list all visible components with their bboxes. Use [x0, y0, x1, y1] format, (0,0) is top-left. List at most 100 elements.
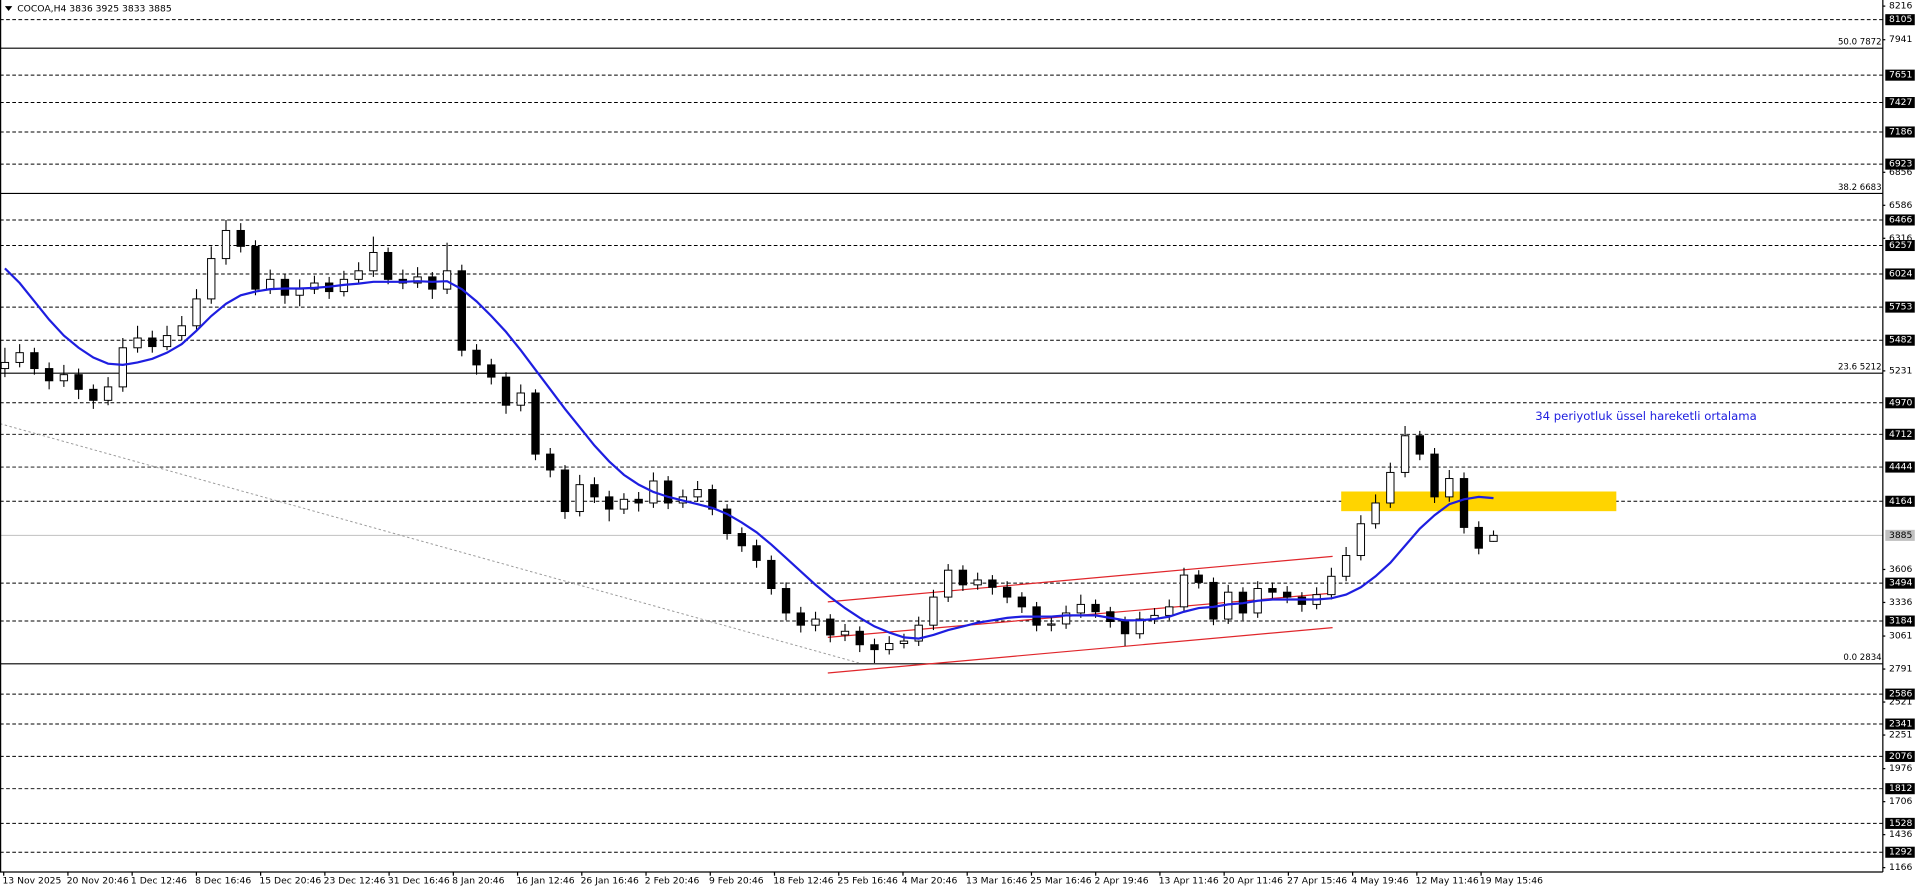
candle-body [1194, 574, 1203, 583]
x-tick-label: 20 Nov 20:46 [67, 876, 129, 887]
y-tick-label: 2251 [1889, 730, 1912, 741]
x-tick-label: 13 Nov 2025 [2, 876, 61, 887]
candle-body [855, 630, 864, 646]
candle-body [663, 480, 673, 504]
level-label-box [1885, 495, 1915, 507]
y-tick-label: 2521 [1889, 697, 1912, 708]
candle-body [89, 388, 98, 401]
candle-body [295, 288, 304, 296]
candle-body [1371, 502, 1380, 525]
level-label-box [1885, 718, 1915, 730]
y-tick-label: 6316 [1889, 233, 1913, 244]
level-label: 6024 [1889, 268, 1913, 279]
candle-body [1091, 603, 1100, 613]
level-label: 5753 [1889, 302, 1913, 313]
candle-body [619, 498, 629, 510]
x-tick-label: 13 Apr 11:46 [1159, 876, 1219, 887]
candle-body [207, 258, 216, 300]
candle-body [1341, 555, 1351, 577]
candle-body [767, 559, 776, 590]
x-tick-label: 2 Feb 20:46 [645, 876, 700, 887]
candle-body [30, 352, 39, 370]
candle-body [914, 624, 923, 642]
level-label-box [1885, 14, 1915, 26]
candle-body [103, 386, 113, 401]
level-label-box [1885, 817, 1915, 829]
candle-body [870, 644, 879, 651]
level-label: 4444 [1889, 462, 1913, 473]
candle-body [133, 337, 142, 349]
level-label: 1292 [1889, 847, 1912, 858]
level-label: 1812 [1889, 783, 1912, 794]
candle-body [1017, 596, 1027, 608]
candle-body [885, 643, 894, 651]
candle-body [737, 533, 747, 547]
candle-body [487, 364, 496, 378]
candle-body [1120, 621, 1130, 635]
x-tick-label: 4 Mar 20:46 [902, 876, 958, 887]
x-tick-label: 2 Apr 19:46 [1094, 876, 1148, 887]
level-label: 4970 [1889, 397, 1913, 408]
x-tick-label: 13 Mar 16:46 [966, 876, 1028, 887]
y-tick-label: 7941 [1889, 34, 1912, 45]
y-tick-label: 2791 [1889, 664, 1912, 675]
level-label-box [1885, 268, 1915, 280]
level-label-box [1885, 750, 1915, 762]
x-tick-label: 1 Dec 12:46 [131, 876, 187, 887]
candle-body [162, 335, 172, 348]
level-label-box [1885, 158, 1915, 170]
level-label-box [1885, 126, 1915, 138]
level-label-box [1885, 461, 1915, 473]
x-tick-label: 25 Mar 16:46 [1030, 876, 1092, 887]
fib-label: 0.0 2834 [1843, 653, 1881, 663]
candle-body [118, 347, 127, 388]
candle-body [192, 298, 201, 327]
y-tick-label: 6586 [1889, 200, 1913, 211]
level-label: 3184 [1889, 616, 1913, 627]
x-tick-label: 18 Feb 12:46 [773, 876, 834, 887]
level-label-box [1885, 397, 1915, 409]
title-arrow [4, 6, 13, 12]
candle-body [1474, 526, 1483, 549]
level-label: 1528 [1889, 818, 1913, 829]
candle-body [369, 251, 378, 272]
candle-body [1386, 471, 1395, 504]
candle-body [354, 270, 363, 280]
y-tick-label: 3606 [1889, 564, 1913, 575]
candle-body [693, 489, 702, 498]
candle-body [958, 569, 968, 586]
level-label: 3494 [1889, 578, 1913, 589]
candle-body [1268, 588, 1277, 593]
x-tick-label: 31 Dec 16:46 [388, 876, 450, 887]
level-label-box [1885, 69, 1915, 81]
level-label-box [1885, 783, 1915, 795]
candle-body [605, 496, 614, 510]
back-layer [0, 19, 1883, 853]
candle-body [1459, 478, 1469, 528]
x-tick-label: 16 Jan 12:46 [516, 876, 574, 887]
candle-body [1165, 606, 1174, 616]
candle-body [1445, 478, 1454, 498]
candle-body [708, 489, 717, 510]
level-label-box [1885, 239, 1915, 252]
level-label-box [1885, 214, 1915, 226]
level-label-box [1885, 428, 1915, 440]
candle-body [266, 278, 275, 290]
candle-body [59, 374, 69, 382]
level-label-box [1885, 688, 1915, 700]
level-label-box [1885, 334, 1915, 346]
candle-body [428, 276, 437, 290]
fib-label: 23.6 5212 [1838, 363, 1882, 373]
candle-body [383, 251, 393, 280]
mid-layer [0, 219, 1498, 674]
candle-body [752, 545, 761, 561]
chart-title: COCOA,H4 3836 3925 3833 3885 [17, 4, 172, 15]
candle-body [943, 569, 953, 598]
channel-line [827, 555, 1333, 603]
y-tick-label: 8216 [1889, 1, 1913, 12]
y-tick-label: 6856 [1889, 167, 1913, 178]
y-tick-label: 1166 [1889, 862, 1913, 873]
candle-body [310, 282, 319, 290]
y-tick-label: 3336 [1889, 597, 1913, 608]
